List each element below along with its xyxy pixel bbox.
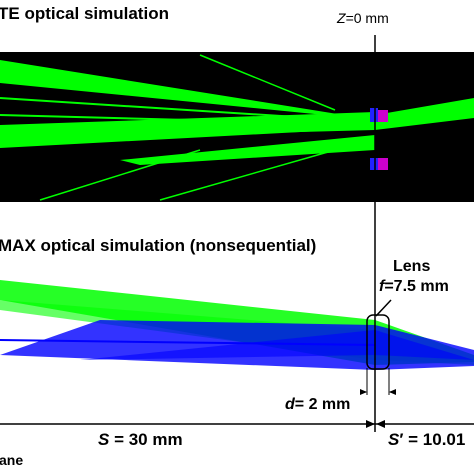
bottom-lens-focal-length: f=7.5 mm xyxy=(379,278,449,295)
top-stray-ray-2 xyxy=(39,149,201,201)
s-arrowhead xyxy=(366,420,375,428)
top-panel-title: TE optical simulation xyxy=(0,4,169,23)
bottom-panel-title: MAX optical simulation (nonsequential) xyxy=(0,236,317,255)
top-lens xyxy=(370,108,388,170)
footer-label: ane xyxy=(0,452,24,468)
bottom-ray-blue-line xyxy=(0,339,376,346)
top-stray-ray-1 xyxy=(199,54,336,111)
lens-thickness-label: d= 2 mm xyxy=(285,396,351,413)
top-stray-ray-3 xyxy=(159,149,336,201)
bottom-lens-label: Lens xyxy=(393,258,431,275)
bottom-lens-outline xyxy=(366,314,390,370)
top-lens-label: Lens xyxy=(393,60,431,77)
top-ray-fan-lower xyxy=(120,135,375,165)
image-distance-label: S′ = 10.01 xyxy=(388,430,466,449)
bottom-ray-bundle xyxy=(0,280,474,370)
top-ray-line-1 xyxy=(0,97,376,123)
bottom-lens-pointer xyxy=(375,299,392,317)
z-axis-label: Z=0 mm xyxy=(337,10,389,26)
object-distance-label: S = 30 mm xyxy=(98,430,183,449)
s-prime-arrowhead xyxy=(376,420,385,428)
top-ray-bundle xyxy=(0,54,474,201)
top-lens-focal-length: f=7.5 mm xyxy=(381,80,451,97)
top-ray-line-2 xyxy=(0,114,376,126)
top-ray-fan-upper xyxy=(0,60,375,120)
top-ray-fan-converging xyxy=(180,98,474,135)
